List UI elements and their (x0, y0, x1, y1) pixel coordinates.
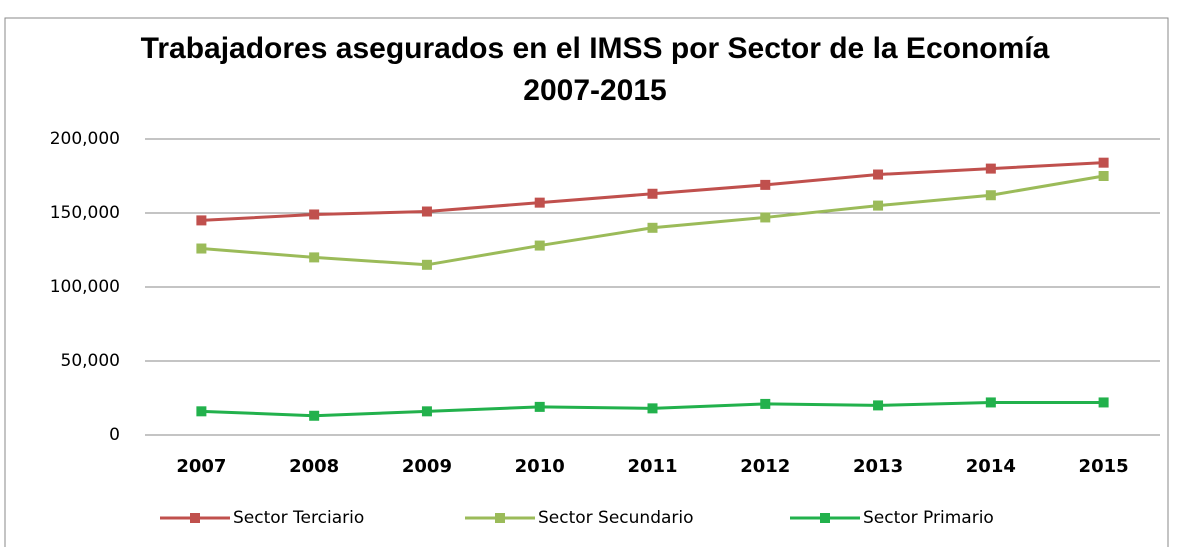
point-marker (309, 252, 320, 263)
point-marker (1098, 171, 1109, 181)
legend-label: Sector Terciario (233, 508, 364, 528)
y-tick-label: 50,000 (61, 351, 120, 371)
point-marker (196, 406, 207, 417)
point-marker (534, 197, 545, 208)
x-tick-label: 2009 (402, 456, 452, 477)
point-marker (873, 169, 884, 180)
chart-border (4, 17, 1169, 547)
point-marker (421, 259, 432, 270)
point-marker (309, 410, 320, 421)
point-marker (196, 215, 207, 226)
point-marker (309, 209, 320, 220)
x-tick-label: 2015 (1079, 456, 1129, 477)
point-marker (647, 403, 658, 414)
y-tick-label: 150,000 (50, 203, 120, 223)
point-marker (421, 406, 432, 417)
point-marker (534, 401, 545, 412)
point-marker (760, 179, 771, 190)
point-marker (760, 212, 771, 223)
legend-label: Sector Primario (863, 508, 994, 528)
point-marker (534, 240, 545, 251)
point-marker (421, 206, 432, 217)
x-tick-label: 2014 (966, 456, 1016, 477)
point-marker (985, 397, 996, 408)
x-tick-label: 2013 (853, 456, 903, 477)
point-marker (873, 400, 884, 411)
point-marker (985, 163, 996, 174)
point-marker (1098, 397, 1109, 408)
legend-label: Sector Secundario (538, 508, 694, 528)
x-tick-label: 2011 (627, 456, 677, 477)
legend-marker (495, 513, 505, 523)
point-marker (647, 188, 658, 199)
chart-title: Trabajadores asegurados en el IMSS por S… (140, 32, 1050, 107)
x-tick-label: 2012 (740, 456, 790, 477)
point-marker (985, 190, 996, 201)
y-tick-label: 200,000 (50, 129, 120, 149)
x-tick-label: 2010 (515, 456, 565, 477)
point-marker (1098, 157, 1109, 168)
point-marker (760, 398, 771, 409)
y-tick-label: 0 (109, 425, 120, 445)
point-marker (873, 200, 884, 211)
legend-marker (190, 513, 200, 523)
x-tick-label: 2008 (289, 456, 339, 477)
x-tick-label: 2007 (176, 456, 226, 477)
point-marker (196, 243, 207, 254)
point-marker (647, 222, 658, 233)
legend-marker (820, 513, 830, 523)
y-tick-label: 100,000 (50, 277, 120, 297)
